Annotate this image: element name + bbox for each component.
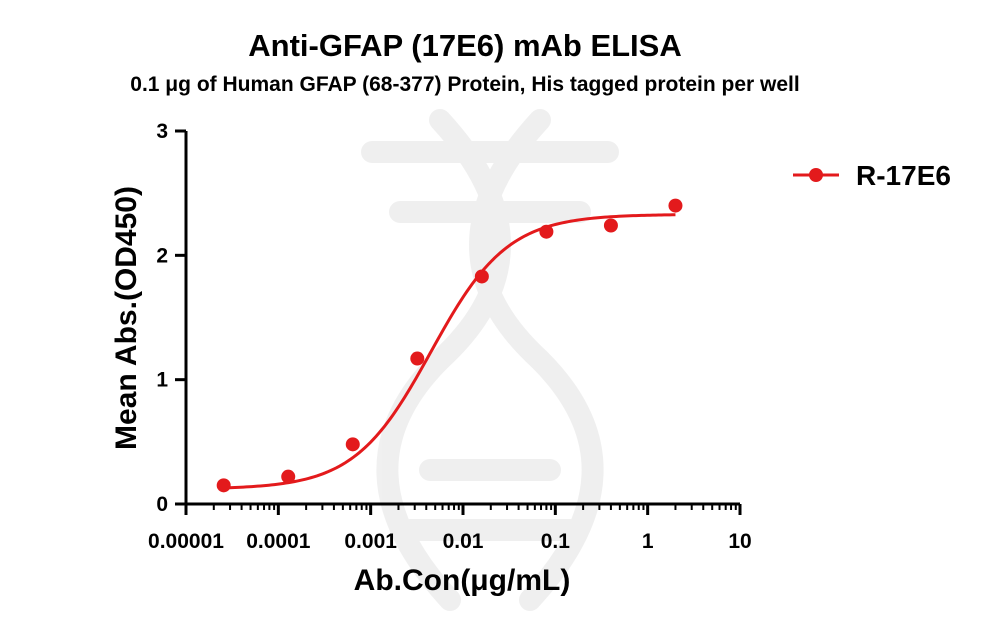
x-tick-label: 1: [642, 530, 654, 553]
x-tick-label: 0.001: [344, 530, 397, 553]
legend-marker-swatch: [809, 168, 823, 182]
fit-curve-r-17e6: [223, 213, 676, 490]
legend: R-17E6: [793, 160, 951, 191]
y-axis: 0 1 2 3: [156, 120, 188, 516]
y-tick-label: 2: [156, 244, 168, 267]
y-axis-label: Mean Abs.(OD450): [110, 186, 143, 450]
data-point: [539, 224, 554, 239]
data-point: [603, 218, 618, 233]
legend-label-r-17e6: R-17E6: [856, 160, 951, 191]
watermark-logo: [361, 109, 619, 611]
x-tick-label: 0.0001: [246, 530, 311, 553]
x-tick-label: 10: [728, 530, 751, 553]
x-axis-label: Ab.Con(μg/mL): [354, 564, 571, 597]
x-axis: 0.00001 0.0001 0.001 0.01 0.1 1 10: [148, 502, 752, 553]
data-point: [474, 269, 489, 284]
data-point: [216, 478, 231, 493]
plot-area: [216, 198, 683, 493]
chart-title: Anti-GFAP (17E6) mAb ELISA: [248, 28, 682, 63]
y-tick-label: 0: [156, 493, 168, 516]
data-point: [410, 351, 425, 366]
x-tick-label: 0.1: [541, 530, 571, 553]
data-point: [345, 437, 360, 452]
y-tick-label: 1: [156, 369, 168, 392]
x-tick-label: 0.01: [443, 530, 484, 553]
data-point: [668, 198, 683, 213]
data-point: [281, 469, 296, 484]
x-tick-label: 0.00001: [148, 530, 224, 553]
chart-subtitle: 0.1 μg of Human GFAP (68-377) Protein, H…: [130, 73, 799, 96]
y-tick-label: 3: [156, 120, 168, 143]
